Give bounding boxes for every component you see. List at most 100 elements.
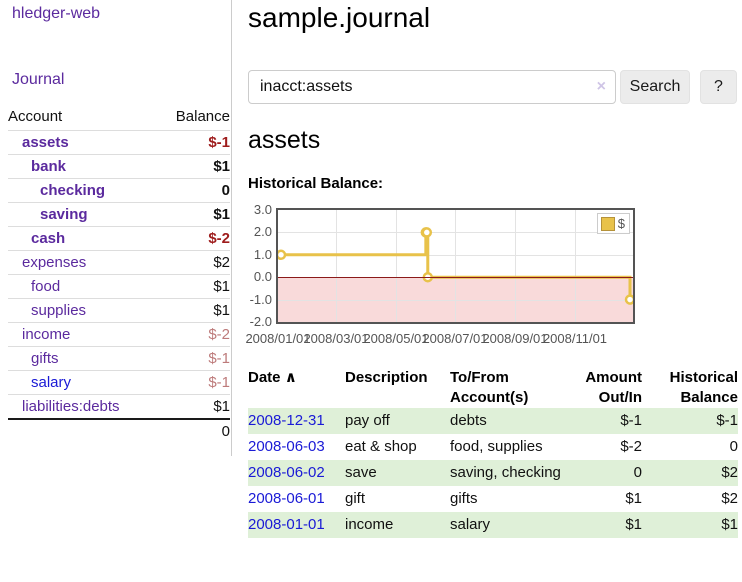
balance-series [278, 227, 633, 305]
account-balance: $1 [157, 202, 230, 227]
chart-legend: $ [596, 213, 630, 234]
transaction-accounts: gifts [450, 490, 478, 507]
date-column-header[interactable]: Date ∧ [248, 369, 297, 386]
dollar-series-swatch-icon [600, 216, 615, 231]
x-axis-tick-label: 2008/03/01 [303, 331, 369, 346]
search-input[interactable] [260, 72, 590, 102]
transaction-description: pay off [345, 412, 390, 429]
data-point-marker [421, 227, 433, 238]
transaction-accounts: food, supplies [450, 438, 543, 455]
transaction-date-link[interactable]: 2008-06-03 [248, 438, 325, 455]
sidebar-account-supplies[interactable]: supplies [31, 302, 87, 319]
y-axis-tick-label: 3.0 [253, 202, 272, 217]
sidebar-account-row: income $-2 [8, 322, 230, 347]
historical-balance-label: Historical Balance: [248, 175, 384, 192]
y-axis-tick-label: -1.0 [249, 292, 272, 307]
register-row: 2008-06-03 eat & shop food, supplies $-2 0 [248, 434, 738, 460]
balance-column-header: Balance [175, 108, 230, 125]
sidebar-account-row: cash $-2 [8, 226, 230, 251]
transaction-balance: $2 [721, 490, 738, 507]
account-balance: $2 [157, 250, 230, 275]
search-button[interactable]: Search [620, 70, 690, 104]
accounts-total-row: 0 [8, 419, 230, 443]
sidebar-account-gifts[interactable]: gifts [31, 350, 59, 367]
page-title: sample.journal [248, 2, 431, 33]
sidebar-account-row: liabilities:debts $1 [8, 394, 230, 420]
sidebar-account-cash[interactable]: cash [31, 230, 66, 247]
account-balance: $1 [157, 394, 230, 420]
transaction-accounts: salary [450, 516, 491, 533]
account-balance: $1 [157, 154, 230, 179]
zero-line [278, 277, 633, 278]
search-box: × [248, 70, 616, 104]
hist-balance-column-header: Historical Balance [669, 369, 738, 406]
x-axis-tick-label: 2008/01/01 [245, 331, 311, 346]
sidebar-account-salary[interactable]: salary [31, 374, 72, 391]
transaction-amount: $1 [625, 516, 642, 533]
transaction-balance: 0 [729, 438, 738, 455]
register-row: 2008-06-02 save saving, checking 0 $2 [248, 460, 738, 486]
transaction-date-link[interactable]: 2008-06-01 [248, 490, 325, 507]
accounts-column-header: To/From Account(s) [450, 369, 529, 406]
sidebar-account-row: salary $-1 [8, 370, 230, 395]
transaction-balance: $2 [721, 464, 738, 481]
transaction-amount: $1 [625, 490, 642, 507]
vertical-gridline [455, 210, 456, 322]
brand-link[interactable]: hledger-web [12, 5, 101, 22]
sidebar-account-saving[interactable]: saving [40, 206, 88, 223]
account-balance: $1 [157, 274, 230, 299]
balance-chart: $ 2008/01/01 2008/03/01 2008/05/01 2008/07/… [245, 202, 738, 348]
account-balance: $-2 [157, 226, 230, 251]
vertical-gridline [396, 210, 397, 322]
x-axis-tick-label: 2008/11/01 [542, 331, 608, 346]
transaction-balance: $1 [721, 516, 738, 533]
accounts-balance-table: Account Balance assets $-1 bank $1 checking 0… [8, 104, 230, 443]
account-balance: 0 [157, 178, 230, 203]
account-balance: $1 [157, 298, 230, 323]
sidebar-account-expenses[interactable]: expenses [22, 254, 87, 271]
x-axis-tick-label: 2008/09/01 [482, 331, 548, 346]
data-point-marker [624, 294, 633, 305]
vertical-gridline [515, 210, 516, 322]
sidebar-account-checking[interactable]: checking [40, 182, 106, 199]
y-axis-tick-label: 1.0 [253, 247, 272, 262]
sidebar-account-row: checking 0 [8, 178, 230, 203]
sidebar: hledger-web Journal Account Balance asse… [0, 0, 232, 456]
sidebar-account-income[interactable]: income [22, 326, 71, 343]
sidebar-account-row: expenses $2 [8, 250, 230, 275]
sidebar-account-liabilities-debts[interactable]: liabilities:debts [22, 398, 120, 415]
transaction-description: eat & shop [345, 438, 417, 455]
help-button[interactable]: ? [700, 70, 737, 104]
x-axis-tick-label: 2008/05/01 [363, 331, 429, 346]
account-balance: $-1 [157, 370, 230, 395]
transaction-description: gift [345, 490, 366, 507]
transaction-balance: $-1 [716, 412, 738, 429]
sidebar-account-row: bank $1 [8, 154, 230, 179]
sidebar-account-food[interactable]: food [31, 278, 61, 295]
transaction-amount: $-2 [620, 438, 642, 455]
transaction-date-link[interactable]: 2008-01-01 [248, 516, 325, 533]
journal-link[interactable]: Journal [12, 71, 65, 88]
transaction-date-link[interactable]: 2008-06-02 [248, 464, 325, 481]
sidebar-account-row: gifts $-1 [8, 346, 230, 371]
sidebar-account-row: supplies $1 [8, 298, 230, 323]
sort-ascending-icon: ∧ [284, 369, 297, 386]
register-row: 2008-12-31 pay off debts $-1 $-1 [248, 408, 738, 434]
chart-plot[interactable]: $ [276, 208, 635, 324]
account-heading: assets [248, 126, 321, 154]
description-column-header: Description [345, 369, 428, 386]
account-column-header: Account [8, 108, 63, 125]
clear-search-icon[interactable]: × [596, 78, 606, 95]
vertical-gridline [336, 210, 337, 322]
search-form: × Search ? [248, 70, 738, 104]
transaction-date-link[interactable]: 2008-12-31 [248, 412, 325, 429]
sidebar-account-row: food $1 [8, 274, 230, 299]
register-row: 2008-06-01 gift gifts $1 $2 [248, 486, 738, 512]
sidebar-account-bank[interactable]: bank [31, 158, 67, 175]
account-balance: $-1 [157, 346, 230, 371]
sidebar-account-assets[interactable]: assets [22, 134, 69, 151]
amount-column-header: Amount Out/In [585, 369, 642, 406]
x-axis-tick-label: 2008/07/01 [422, 331, 488, 346]
account-balance: $-1 [157, 130, 230, 155]
transaction-amount: 0 [633, 464, 642, 481]
